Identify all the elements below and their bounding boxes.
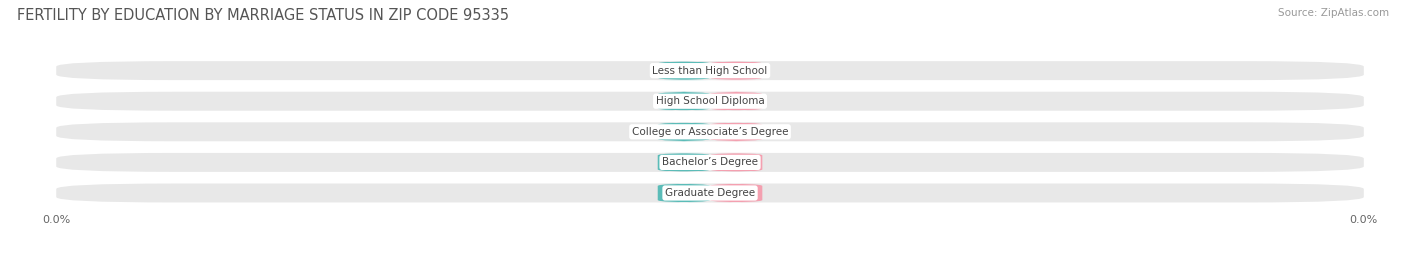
FancyBboxPatch shape [710, 183, 762, 203]
FancyBboxPatch shape [56, 183, 1364, 203]
Text: 0.0%: 0.0% [721, 96, 751, 106]
Text: 0.0%: 0.0% [721, 157, 751, 167]
FancyBboxPatch shape [658, 61, 710, 80]
FancyBboxPatch shape [56, 92, 1364, 111]
Text: 0.0%: 0.0% [669, 127, 699, 137]
Text: 0.0%: 0.0% [669, 96, 699, 106]
FancyBboxPatch shape [710, 92, 762, 111]
FancyBboxPatch shape [658, 122, 710, 141]
Text: High School Diploma: High School Diploma [655, 96, 765, 106]
Text: FERTILITY BY EDUCATION BY MARRIAGE STATUS IN ZIP CODE 95335: FERTILITY BY EDUCATION BY MARRIAGE STATU… [17, 8, 509, 23]
Text: Graduate Degree: Graduate Degree [665, 188, 755, 198]
Legend: Married, Unmarried: Married, Unmarried [628, 266, 792, 269]
Text: 0.0%: 0.0% [669, 157, 699, 167]
FancyBboxPatch shape [56, 61, 1364, 80]
Text: 0.0%: 0.0% [721, 66, 751, 76]
FancyBboxPatch shape [710, 153, 762, 172]
FancyBboxPatch shape [56, 153, 1364, 172]
Text: 0.0%: 0.0% [669, 188, 699, 198]
FancyBboxPatch shape [710, 61, 762, 80]
FancyBboxPatch shape [658, 183, 710, 203]
Text: College or Associate’s Degree: College or Associate’s Degree [631, 127, 789, 137]
FancyBboxPatch shape [710, 122, 762, 141]
Text: Bachelor’s Degree: Bachelor’s Degree [662, 157, 758, 167]
Text: Less than High School: Less than High School [652, 66, 768, 76]
FancyBboxPatch shape [56, 122, 1364, 141]
Text: Source: ZipAtlas.com: Source: ZipAtlas.com [1278, 8, 1389, 18]
FancyBboxPatch shape [658, 153, 710, 172]
Text: 0.0%: 0.0% [669, 66, 699, 76]
Text: 0.0%: 0.0% [721, 188, 751, 198]
Text: 0.0%: 0.0% [721, 127, 751, 137]
FancyBboxPatch shape [658, 92, 710, 111]
